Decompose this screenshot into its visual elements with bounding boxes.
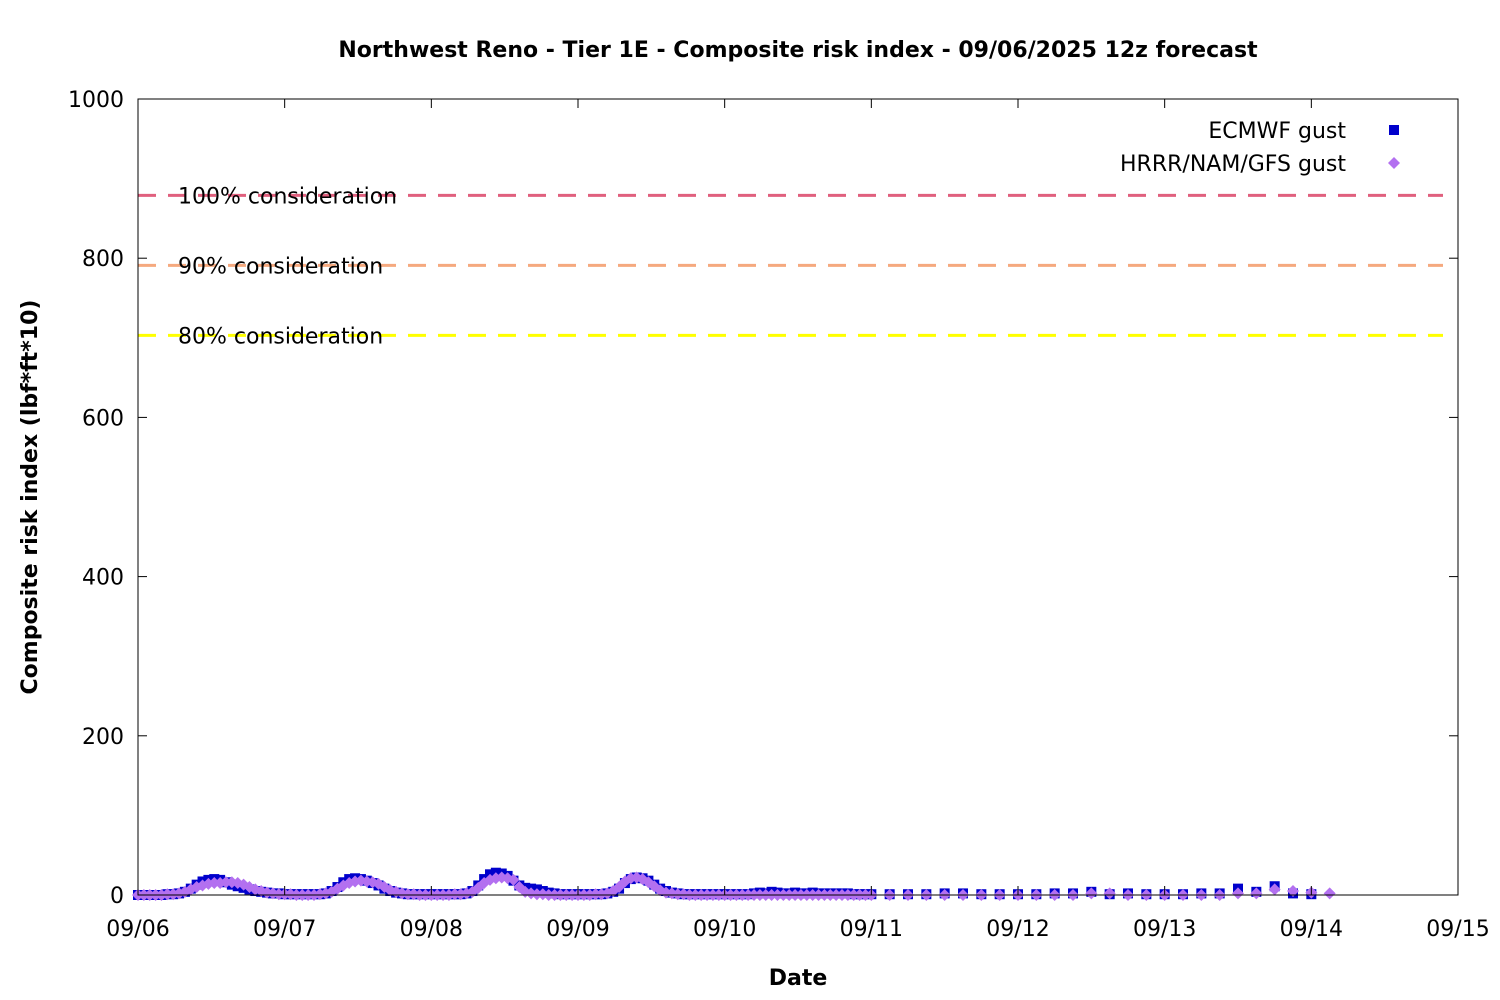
series-1 (132, 871, 1336, 901)
axis-ticks: 09/06 09/07 09/08 09/09 09/10 09/11 09/12 09/13… (68, 88, 1490, 942)
x-tick-label: 09/08 (400, 917, 463, 942)
x-tick-label: 09/12 (986, 917, 1049, 942)
data-point (1103, 887, 1116, 900)
y-tick-label: 400 (82, 566, 124, 591)
legend-marker (1388, 157, 1400, 169)
threshold-lines: 100% consideration 90% consideration 80% c… (138, 184, 1443, 349)
data-point (249, 883, 262, 896)
y-tick-label: 0 (110, 884, 124, 909)
y-tick-label: 800 (82, 247, 124, 272)
y-tick-label: 1000 (68, 88, 124, 113)
legend-label: HRRR/NAM/GFS gust (1120, 152, 1346, 177)
x-tick-label: 09/13 (1133, 917, 1196, 942)
data-point (1287, 885, 1299, 898)
legend-marker (1389, 125, 1399, 135)
x-tick-label: 09/07 (253, 917, 316, 942)
x-tick-label: 09/14 (1280, 917, 1343, 942)
plot-frame (137, 98, 1459, 896)
x-tick-label: 09/09 (546, 917, 609, 942)
y-tick-label: 600 (82, 406, 124, 431)
data-point (1232, 887, 1244, 900)
x-tick-label: 09/06 (106, 917, 169, 942)
data-point (1085, 887, 1098, 900)
chart-title: Northwest Reno - Tier 1E - Composite ris… (338, 38, 1258, 63)
data-point (1250, 887, 1263, 900)
threshold-label: 90% consideration (178, 254, 383, 279)
x-axis-label: Date (769, 966, 828, 991)
x-tick-label: 09/10 (693, 917, 756, 942)
x-tick-label: 09/11 (840, 917, 903, 942)
data-series (132, 867, 1336, 901)
legend-label: ECMWF gust (1208, 119, 1346, 144)
x-tick-label: 09/15 (1426, 917, 1489, 942)
y-axis-label: Composite risk index (lbf*ft*10) (18, 300, 43, 695)
threshold-label: 100% consideration (178, 184, 397, 209)
data-point (507, 873, 520, 886)
data-point (1323, 887, 1336, 900)
data-point (1268, 883, 1281, 896)
threshold-label: 80% consideration (178, 324, 383, 349)
y-tick-label: 200 (82, 725, 124, 750)
legend: ECMWF gust HRRR/NAM/GFS gust (1120, 119, 1400, 177)
